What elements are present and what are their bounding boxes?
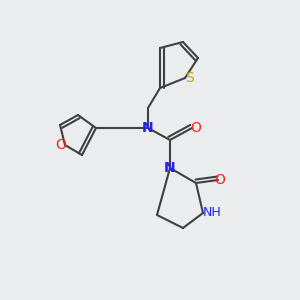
Text: N: N <box>164 161 176 175</box>
Text: NH: NH <box>203 206 222 220</box>
Text: N: N <box>142 121 154 135</box>
Text: O: O <box>56 138 66 152</box>
Text: S: S <box>184 71 194 85</box>
Text: O: O <box>214 173 225 187</box>
Text: O: O <box>190 121 201 135</box>
